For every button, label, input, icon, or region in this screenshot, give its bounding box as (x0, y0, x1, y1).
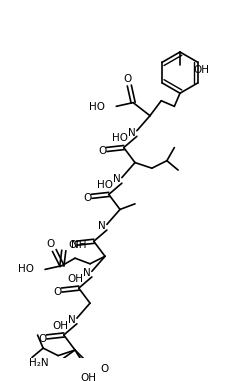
Text: O: O (47, 239, 55, 249)
Text: HO: HO (18, 264, 34, 274)
Text: H₂N: H₂N (29, 358, 49, 368)
Text: N: N (68, 315, 76, 325)
Text: HO: HO (112, 133, 128, 143)
Text: O: O (53, 287, 61, 297)
Text: O: O (38, 334, 46, 344)
Text: OH: OH (80, 373, 96, 381)
Text: O: O (83, 193, 91, 203)
Text: O: O (68, 240, 76, 250)
Text: O: O (100, 364, 108, 374)
Text: OH: OH (193, 65, 209, 75)
Text: NH: NH (71, 240, 87, 250)
Text: HO: HO (89, 102, 105, 112)
Text: O: O (98, 146, 106, 156)
Text: N: N (98, 221, 106, 231)
Text: HO: HO (97, 180, 113, 190)
Text: N: N (83, 268, 91, 278)
Text: N: N (113, 174, 121, 184)
Text: OH: OH (67, 274, 83, 284)
Text: OH: OH (52, 321, 68, 331)
Text: N: N (128, 128, 136, 138)
Text: O: O (123, 74, 132, 84)
